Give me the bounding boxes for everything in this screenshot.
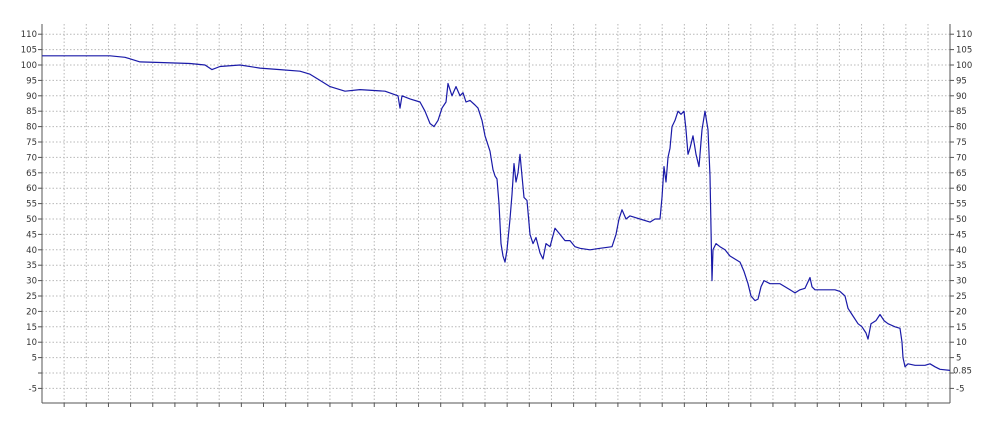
y-tick-label: 80 — [26, 123, 37, 133]
y-tick-label: 95 — [26, 76, 37, 86]
y-tick-label: 65 — [26, 169, 37, 179]
y-tick-label: 60 — [956, 184, 967, 194]
y-tick-label: 65 — [956, 169, 967, 179]
y-tick-label: 20 — [956, 307, 967, 317]
y-tick-label: 85 — [956, 107, 967, 117]
y-tick-label: 90 — [26, 92, 37, 102]
series-line — [42, 55, 951, 371]
last-value-label: 0.85 — [953, 366, 972, 376]
y-tick-label: 75 — [26, 138, 37, 148]
y-tick-label: 35 — [26, 261, 37, 271]
y-tick-label: 35 — [956, 261, 967, 271]
y-tick-label: 50 — [26, 215, 37, 225]
y-tick-label: 70 — [26, 153, 37, 163]
y-tick-label: 15 — [956, 323, 967, 333]
y-tick-label: 60 — [26, 184, 37, 194]
y-tick-label: -5 — [956, 384, 964, 394]
y-tick-label: 5 — [32, 354, 37, 364]
y-tick-label: 110 — [956, 30, 972, 40]
y-tick-label: 100 — [21, 61, 37, 71]
y-tick-label: 105 — [21, 46, 37, 56]
y-tick-label: 75 — [956, 138, 967, 148]
y-tick-label: 85 — [26, 107, 37, 117]
y-tick-label: -5 — [29, 384, 37, 394]
y-tick-label: 105 — [956, 46, 972, 56]
y-tick-label: 45 — [956, 230, 967, 240]
y-tick-label: 55 — [956, 200, 967, 210]
y-tick-label: 30 — [956, 277, 967, 287]
y-tick-label: 30 — [26, 277, 37, 287]
y-tick-label: 10 — [956, 338, 967, 348]
y-tick-label: 10 — [26, 338, 37, 348]
y-tick-label: 20 — [26, 307, 37, 317]
y-tick-label: 25 — [26, 292, 37, 302]
y-tick-label: 40 — [956, 246, 967, 256]
y-tick-label: 45 — [26, 230, 37, 240]
y-tick-label: 70 — [956, 153, 967, 163]
y-tick-label: 25 — [956, 292, 967, 302]
y-tick-label: 80 — [956, 123, 967, 133]
y-tick-label: 90 — [956, 92, 967, 102]
y-tick-label: 50 — [956, 215, 967, 225]
y-axis-right: -5 5 10 15 20 25 30 35 40 45 50 55 60 65 70 75 80 85 90 95 1… — [950, 30, 972, 394]
grid — [42, 24, 950, 403]
axes — [41, 24, 951, 407]
y-axis-left: -5 5 10 15 20 25 30 35 40 45 50 55 60 65 70 75 80 85 90 95 1… — [21, 30, 42, 394]
y-tick-label: 110 — [21, 30, 37, 40]
y-tick-label: 40 — [26, 246, 37, 256]
y-tick-label: 55 — [26, 200, 37, 210]
y-tick-label: 5 — [956, 354, 961, 364]
y-tick-label: 100 — [956, 61, 972, 71]
y-tick-label: 95 — [956, 76, 967, 86]
y-tick-label: 15 — [26, 323, 37, 333]
